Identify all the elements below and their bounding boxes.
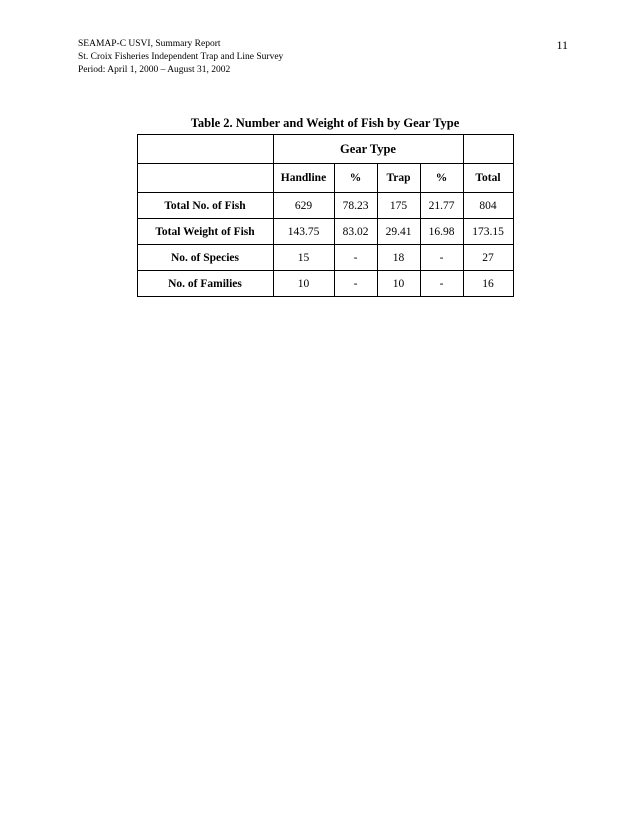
- table-row: No. of Species 15 - 18 - 27: [137, 245, 513, 271]
- col-header-pct2: %: [420, 164, 463, 193]
- data-cell: 173.15: [463, 219, 513, 245]
- col-header-trap: Trap: [377, 164, 420, 193]
- header-period: Period: April 1, 2000 – August 31, 2002: [78, 64, 283, 77]
- data-cell: 16: [463, 271, 513, 297]
- data-cell: 78.23: [334, 193, 377, 219]
- page-container: SEAMAP-C USVI, Summary Report St. Croix …: [0, 0, 630, 337]
- data-cell: -: [334, 271, 377, 297]
- data-cell: 83.02: [334, 219, 377, 245]
- data-cell: 18: [377, 245, 420, 271]
- data-cell: 15: [273, 245, 334, 271]
- data-cell: -: [420, 271, 463, 297]
- empty-cell: [137, 135, 273, 164]
- data-cell: 10: [377, 271, 420, 297]
- page-number: 11: [556, 38, 572, 53]
- data-cell: 143.75: [273, 219, 334, 245]
- row-label: No. of Species: [137, 245, 273, 271]
- row-label: No. of Families: [137, 271, 273, 297]
- header-title: SEAMAP-C USVI, Summary Report: [78, 38, 283, 51]
- data-cell: 804: [463, 193, 513, 219]
- table-row: Total Weight of Fish 143.75 83.02 29.41 …: [137, 219, 513, 245]
- data-cell: 175: [377, 193, 420, 219]
- gear-type-header: Gear Type: [273, 135, 463, 164]
- row-label: Total No. of Fish: [137, 193, 273, 219]
- header-left: SEAMAP-C USVI, Summary Report St. Croix …: [78, 38, 283, 76]
- table-row-header2: Handline % Trap % Total: [137, 164, 513, 193]
- row-label: Total Weight of Fish: [137, 219, 273, 245]
- table-row: No. of Families 10 - 10 - 16: [137, 271, 513, 297]
- col-header-handline: Handline: [273, 164, 334, 193]
- page-header: SEAMAP-C USVI, Summary Report St. Croix …: [78, 38, 572, 76]
- data-cell: -: [334, 245, 377, 271]
- col-header-total: Total: [463, 164, 513, 193]
- data-cell: 21.77: [420, 193, 463, 219]
- data-table: Gear Type Handline % Trap % Total Total …: [137, 134, 514, 297]
- col-header-pct1: %: [334, 164, 377, 193]
- data-cell: 29.41: [377, 219, 420, 245]
- table-row-header1: Gear Type: [137, 135, 513, 164]
- table-wrapper: Table 2. Number and Weight of Fish by Ge…: [78, 116, 572, 297]
- data-cell: 10: [273, 271, 334, 297]
- data-cell: -: [420, 245, 463, 271]
- data-cell: 16.98: [420, 219, 463, 245]
- data-cell: 27: [463, 245, 513, 271]
- table-caption: Table 2. Number and Weight of Fish by Ge…: [191, 116, 460, 131]
- empty-cell: [137, 164, 273, 193]
- data-cell: 629: [273, 193, 334, 219]
- table-row: Total No. of Fish 629 78.23 175 21.77 80…: [137, 193, 513, 219]
- header-subtitle: St. Croix Fisheries Independent Trap and…: [78, 51, 283, 64]
- empty-cell: [463, 135, 513, 164]
